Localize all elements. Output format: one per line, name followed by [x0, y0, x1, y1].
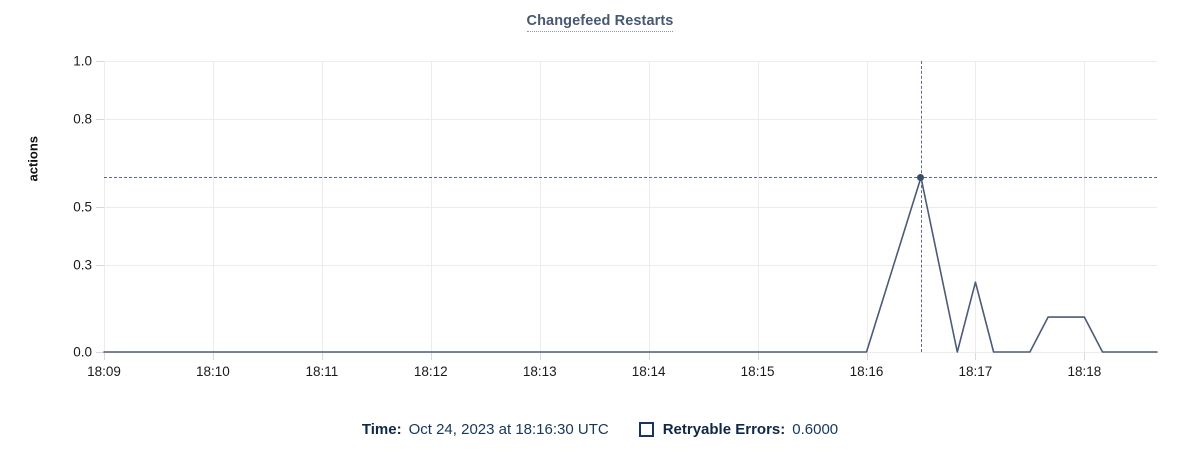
- gridline-vertical: [430, 61, 432, 352]
- gridline-vertical: [1084, 61, 1086, 352]
- y-axis-tick-label: 0.0: [73, 344, 92, 360]
- x-axis-tick-label: 18:14: [631, 364, 666, 379]
- y-axis-tick-label: 1.0: [73, 53, 92, 69]
- chart-title-text: Changefeed Restarts: [526, 13, 674, 32]
- x-axis-tick-mark: [321, 352, 323, 360]
- y-axis-label: actions: [25, 135, 41, 182]
- y-axis-tick-mark: [96, 352, 104, 353]
- x-axis-tick-label: 18:17: [958, 364, 993, 379]
- y-axis-tick-label: 0.8: [73, 111, 92, 127]
- x-axis-tick-label: 18:12: [413, 364, 448, 379]
- series-retryable-errors: [103, 176, 1158, 353]
- x-axis-tick-label: 18:11: [305, 364, 339, 379]
- legend-checkbox-icon[interactable]: [638, 422, 654, 437]
- gridline-vertical: [321, 61, 323, 352]
- gridline-vertical: [757, 61, 759, 352]
- gridline-horizontal: [104, 206, 1157, 208]
- y-axis-tick-mark: [96, 264, 104, 266]
- x-axis-tick-mark: [975, 352, 977, 360]
- time-label: Time:: [361, 421, 402, 438]
- legend-label: Retryable Errors:: [662, 421, 786, 438]
- legend-value: 0.6000: [792, 421, 839, 438]
- legend-item-retryable-errors[interactable]: Retryable Errors: 0.6000: [638, 421, 839, 438]
- page-title: Changefeed Restarts: [0, 13, 1200, 32]
- gridline-horizontal: [104, 119, 1157, 121]
- gridline-vertical: [648, 61, 650, 352]
- x-axis-tick-label: 18:09: [87, 364, 121, 379]
- y-axis-tick-mark: [96, 61, 104, 62]
- footer-time: Time: Oct 24, 2023 at 18:16:30 UTC: [362, 421, 609, 438]
- gridline-vertical: [104, 61, 105, 352]
- x-axis-tick-label: 18:15: [740, 364, 775, 379]
- gridline-vertical: [212, 61, 214, 352]
- gridline-horizontal: [104, 264, 1157, 266]
- time-value: Oct 24, 2023 at 18:16:30 UTC: [408, 421, 609, 438]
- chart-footer: Time: Oct 24, 2023 at 18:16:30 UTC Retry…: [0, 421, 1200, 438]
- gridline-horizontal: [104, 61, 1157, 62]
- y-axis-tick-mark: [96, 206, 104, 208]
- y-axis-tick-label: 0.3: [73, 257, 92, 273]
- x-axis-tick-label: 18:18: [1067, 364, 1102, 379]
- y-axis-tick-mark: [96, 119, 104, 121]
- x-axis-tick-mark: [648, 352, 650, 360]
- gridline-vertical: [866, 61, 868, 352]
- x-axis-tick-label: 18:10: [196, 364, 230, 379]
- x-axis-tick-mark: [757, 352, 759, 360]
- hover-data-point-marker[interactable]: [917, 173, 925, 181]
- x-axis-tick-label: 18:16: [849, 364, 884, 379]
- crosshair-vertical-line: [920, 61, 922, 352]
- x-axis-tick-mark: [1084, 352, 1086, 360]
- x-axis-tick-mark: [430, 352, 432, 360]
- x-axis-tick-mark: [539, 352, 541, 360]
- series-line-chart: [103, 176, 1158, 353]
- gridline-vertical: [539, 61, 541, 352]
- crosshair-horizontal-line: [104, 177, 1157, 179]
- gridline-vertical: [975, 61, 977, 352]
- x-axis-tick-mark: [104, 352, 105, 360]
- x-axis-tick-label: 18:13: [522, 364, 557, 379]
- x-axis-tick-mark: [212, 352, 214, 360]
- y-axis-tick-label: 0.5: [73, 199, 92, 214]
- plot-area: [103, 61, 1158, 353]
- x-axis-tick-mark: [866, 352, 868, 360]
